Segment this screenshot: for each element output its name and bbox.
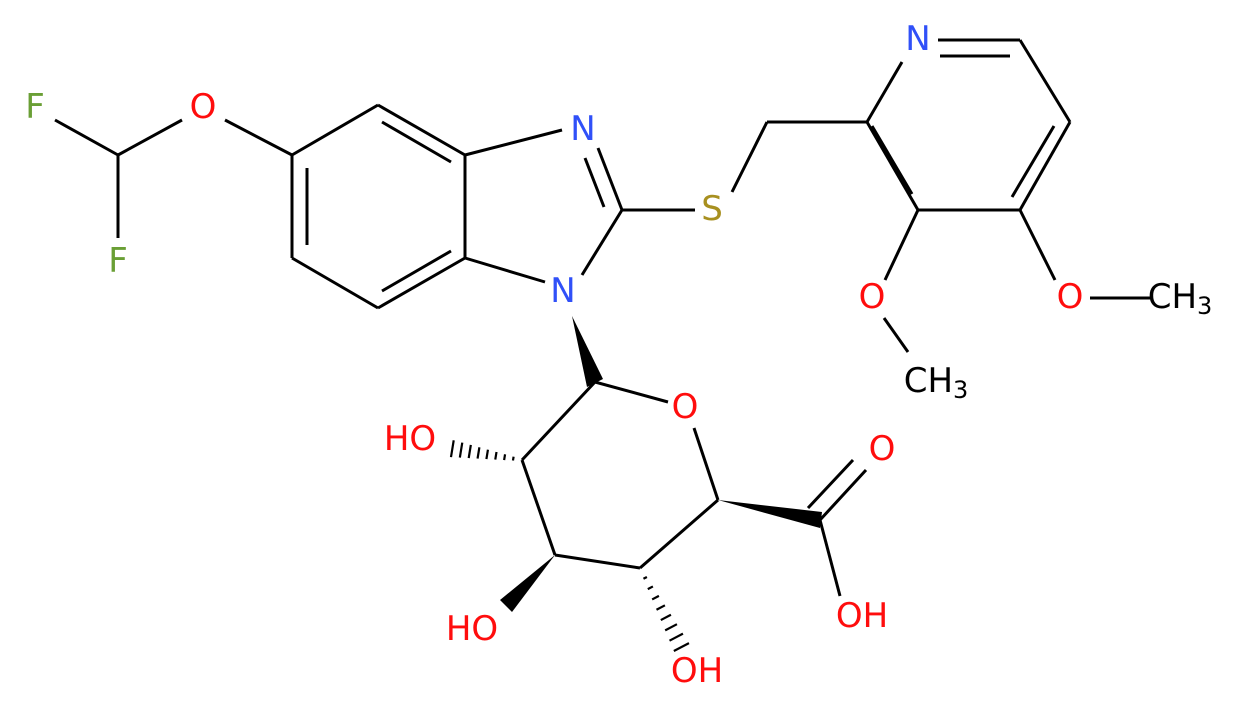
atom-label: O	[1057, 277, 1084, 317]
atom-label: O	[869, 429, 896, 469]
atom-symbol: OH	[836, 596, 888, 636]
atom-label: HO	[384, 419, 436, 459]
atom-symbol: F	[108, 241, 128, 281]
bond	[1018, 121, 1072, 211]
atom-symbol: O	[869, 429, 896, 469]
atom-label: O	[859, 277, 886, 317]
atom-symbol: HO	[446, 609, 498, 649]
atom-symbol: CH	[904, 361, 953, 401]
atom-label: N	[570, 109, 595, 149]
hash-stroke	[467, 444, 472, 459]
wedge-bond	[500, 555, 555, 612]
atom-label: N	[905, 19, 930, 59]
atom-label: F	[25, 87, 45, 127]
atom-label: CH3	[1148, 277, 1213, 321]
atom-label: OH	[836, 596, 888, 636]
hash-stroke	[642, 576, 648, 580]
bond	[554, 553, 641, 570]
bond	[377, 103, 466, 157]
hash-stroke	[655, 604, 666, 611]
bond	[224, 118, 293, 157]
atom-symbol: CH	[1148, 277, 1197, 317]
wedge-bond	[572, 316, 603, 387]
atom-subscript: 3	[953, 376, 968, 404]
bond	[583, 157, 606, 208]
atom-symbol: HO	[384, 419, 436, 459]
atom-symbol: N	[550, 271, 575, 311]
hash-stroke	[449, 440, 455, 458]
bond	[865, 61, 904, 123]
bond	[464, 256, 546, 284]
atom-label: O	[190, 87, 217, 127]
hash-stroke	[651, 594, 660, 601]
bond	[1010, 125, 1056, 198]
atom-symbol: O	[672, 387, 699, 427]
hash-stroke	[660, 613, 672, 622]
atom-symbol: F	[25, 87, 45, 127]
bond	[730, 121, 769, 193]
atom-symbol: O	[190, 87, 217, 127]
bond	[520, 380, 597, 462]
atom-subscript: 3	[1197, 292, 1212, 320]
hash-stroke	[485, 449, 490, 460]
bond	[596, 147, 624, 211]
atom-label: HO	[446, 609, 498, 649]
atom-label: CH3	[904, 361, 969, 405]
hash-stroke	[494, 451, 498, 460]
bond	[818, 468, 868, 522]
bond	[117, 118, 183, 157]
hash-stroke	[503, 454, 507, 461]
bond	[692, 427, 720, 501]
hash-stroke	[669, 632, 684, 642]
atom-label: S	[701, 189, 723, 229]
hash-stroke	[673, 642, 690, 652]
atom-symbol: S	[701, 189, 723, 229]
bond	[377, 256, 466, 310]
bond	[1018, 209, 1057, 281]
atom-symbol: N	[905, 19, 930, 59]
atom-symbol: O	[1057, 277, 1084, 317]
hash-stroke	[664, 623, 678, 632]
bond	[381, 249, 452, 293]
bond	[870, 125, 914, 195]
hash-stroke	[647, 585, 654, 591]
bond	[639, 498, 719, 570]
bond	[520, 459, 557, 556]
bonds	[54, 38, 1150, 652]
hash-stroke	[511, 456, 515, 461]
atom-label: OH	[671, 651, 723, 691]
bond	[381, 120, 452, 164]
atom-symbol: OH	[671, 651, 723, 691]
atom-label: F	[108, 241, 128, 281]
bond	[1018, 39, 1072, 123]
bond	[464, 128, 563, 157]
atom-symbol: O	[859, 277, 886, 317]
bond	[883, 209, 920, 281]
bond	[291, 256, 379, 310]
bond	[882, 317, 910, 353]
bond	[580, 209, 624, 276]
bond	[806, 458, 855, 510]
bond	[594, 380, 669, 404]
atom-label: O	[672, 387, 699, 427]
bond	[818, 519, 842, 597]
bond	[291, 103, 379, 157]
hashed-bonds	[449, 440, 690, 652]
atom-label: N	[550, 271, 575, 311]
wedge-bond	[718, 500, 822, 528]
hash-stroke	[458, 442, 464, 458]
bond	[54, 118, 119, 157]
atom-symbol: N	[570, 109, 595, 149]
hash-stroke	[476, 447, 481, 459]
bond	[865, 121, 920, 211]
